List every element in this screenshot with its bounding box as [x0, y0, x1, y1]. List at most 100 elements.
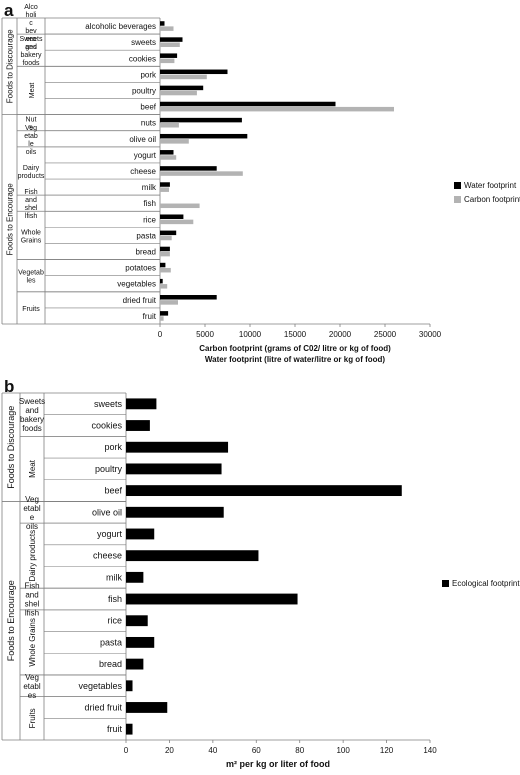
bar-carbon-footprint	[160, 219, 194, 225]
bar-ecological-footprint	[126, 463, 222, 475]
group-label: etab	[24, 133, 38, 140]
category-label: beef	[104, 486, 122, 496]
x-tick-label: 20000	[329, 330, 352, 339]
x-axis-title: m² per kg or liter of food	[226, 759, 330, 769]
x-tick-label: 100	[336, 746, 350, 755]
bar-ecological-footprint	[126, 398, 157, 410]
bar-ecological-footprint	[126, 658, 144, 670]
category-label: milk	[106, 572, 122, 582]
group-label: Dairy	[23, 165, 40, 172]
x-tick-label: 10000	[239, 330, 262, 339]
x-axis-title: Carbon footprint (grams of C02/ litre or…	[199, 344, 391, 353]
bar-carbon-footprint	[160, 316, 164, 321]
group-label: lfish	[25, 609, 39, 618]
group-label: e	[30, 513, 35, 522]
group-label: era	[26, 36, 36, 43]
bar-water-footprint	[160, 311, 169, 316]
group-label: ges	[25, 44, 37, 51]
group-label: Fruits	[28, 708, 37, 728]
category-label: pork	[104, 442, 122, 452]
group-label: Sweets	[20, 36, 43, 43]
category-label: bread	[136, 248, 156, 257]
group-label: bev	[25, 28, 37, 35]
group-label: c	[29, 20, 33, 27]
bar-water-footprint	[160, 246, 170, 252]
group-label: and	[25, 197, 37, 204]
bar-carbon-footprint	[160, 90, 197, 96]
bar-water-footprint	[160, 69, 228, 75]
x-tick-label: 60	[252, 746, 261, 755]
group-label: etabl	[23, 504, 41, 513]
group-label: Fish	[24, 189, 37, 196]
group-label: foods	[22, 60, 40, 67]
category-label: cheese	[130, 167, 156, 176]
bar-water-footprint	[160, 53, 178, 58]
bar-carbon-footprint	[160, 26, 174, 31]
group-label: Vegetab	[18, 270, 44, 277]
bar-carbon-footprint	[160, 58, 175, 64]
legend-label: Ecological footprint	[452, 579, 520, 588]
bar-water-footprint	[160, 182, 170, 187]
group-label: bakery	[20, 415, 44, 424]
category-label: fish	[144, 199, 156, 208]
category-label: fruit	[107, 724, 123, 734]
category-label: nuts	[141, 119, 156, 128]
group-label: Grains	[21, 237, 42, 244]
bar-carbon-footprint	[160, 139, 189, 144]
x-tick-label: 40	[208, 746, 217, 755]
category-label: olive oil	[129, 135, 156, 144]
category-label: cheese	[93, 551, 122, 561]
bar-carbon-footprint	[160, 284, 168, 289]
group-label: le	[28, 141, 34, 148]
category-label: cookies	[91, 421, 122, 431]
bar-ecological-footprint	[126, 528, 155, 540]
bar-ecological-footprint	[126, 420, 150, 431]
bar-carbon-footprint	[160, 155, 177, 160]
bar-carbon-footprint	[160, 106, 394, 112]
x-tick-label: 0	[124, 746, 129, 755]
x-tick-label: 20	[165, 746, 174, 755]
bar-ecological-footprint	[126, 441, 229, 453]
category-label: cookies	[129, 54, 156, 63]
category-label: potatoes	[125, 264, 156, 273]
x-tick-label: 140	[423, 746, 437, 755]
group-label: Fish	[24, 582, 39, 591]
group-label: Whole Grains	[28, 618, 37, 666]
group-label: Meat	[29, 83, 36, 99]
category-label: dried fruit	[84, 702, 122, 712]
x-tick-label: 0	[158, 330, 163, 339]
group-label: s	[29, 125, 33, 132]
group-label: Fruits	[22, 306, 40, 313]
group-label: Whole	[21, 229, 41, 236]
group-label: oils	[26, 149, 37, 156]
bar-ecological-footprint	[126, 571, 144, 583]
category-label: sweets	[94, 399, 123, 409]
category-label: olive oil	[92, 507, 122, 517]
bar-water-footprint	[160, 37, 183, 42]
bar-ecological-footprint	[126, 702, 168, 713]
group-label: les	[27, 278, 36, 285]
category-label: fish	[108, 594, 122, 604]
category-label: fruit	[143, 312, 157, 321]
bar-ecological-footprint	[126, 506, 224, 518]
bar-carbon-footprint	[160, 300, 178, 305]
legend-swatch	[454, 196, 461, 203]
category-label: dried fruit	[123, 296, 157, 305]
group-label: Sweets	[19, 397, 45, 406]
x-tick-label: 5000	[196, 330, 214, 339]
category-label: rice	[107, 616, 122, 626]
bar-water-footprint	[160, 278, 163, 284]
legend-label: Carbon footprint	[464, 195, 520, 204]
panel-b-letter: b	[4, 377, 14, 396]
category-label: yogurt	[134, 151, 157, 160]
panel-a-letter: a	[4, 1, 14, 20]
category-label: yogurt	[97, 529, 123, 539]
bar-water-footprint	[160, 230, 177, 236]
x-tick-label: 80	[295, 746, 304, 755]
group-label: and	[25, 44, 37, 51]
bar-carbon-footprint	[160, 74, 207, 80]
group-label: bakery	[20, 52, 42, 59]
bar-carbon-footprint	[160, 251, 170, 257]
